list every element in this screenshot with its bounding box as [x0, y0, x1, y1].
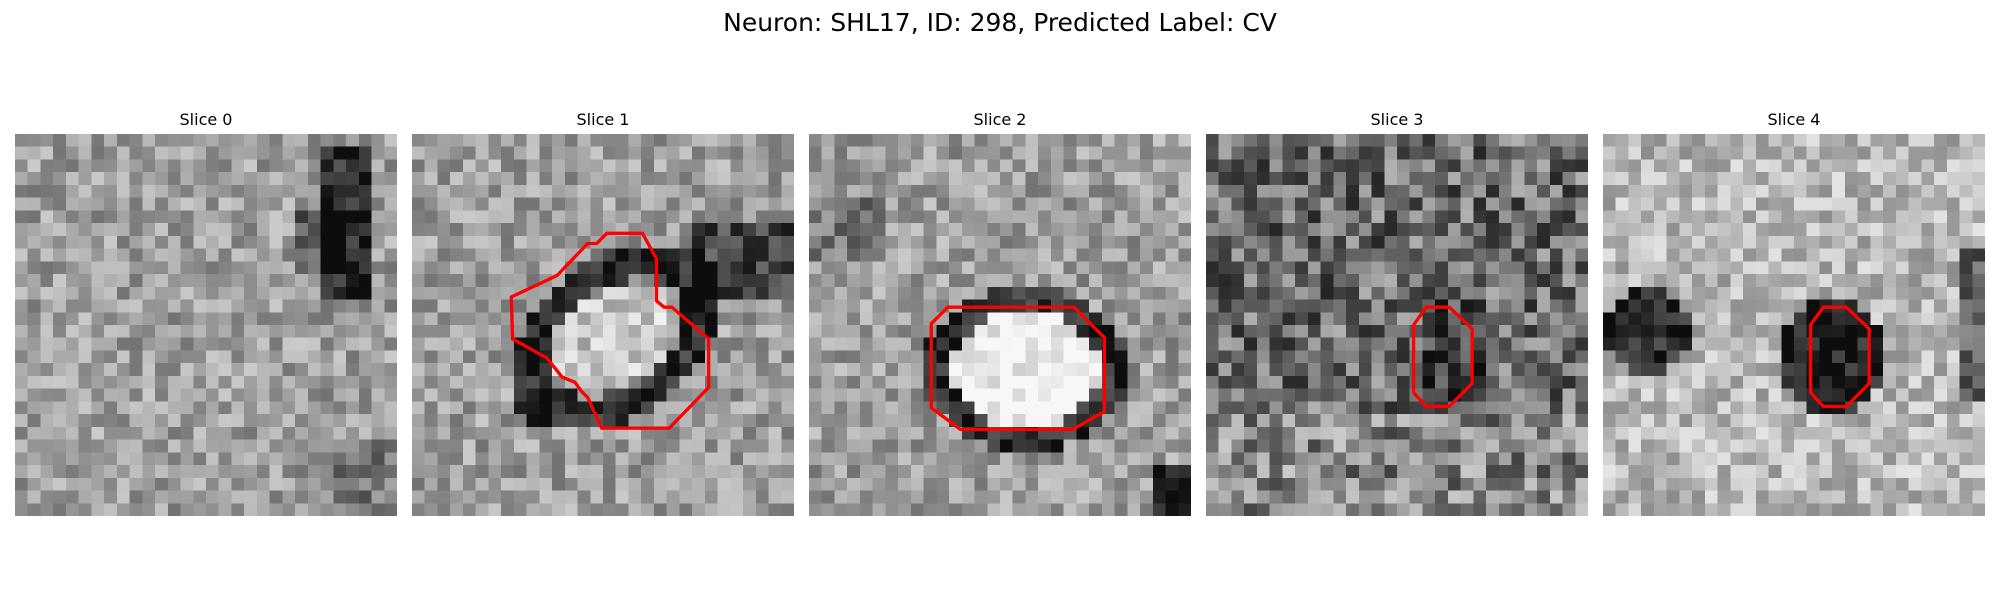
figure-title: Neuron: SHL17, ID: 298, Predicted Label:…	[723, 8, 1277, 37]
slice-panel-4: Slice 4	[1603, 110, 1985, 516]
slice-image-2	[809, 134, 1191, 516]
slice-title-0: Slice 0	[179, 110, 233, 129]
slice-panel-2: Slice 2	[809, 110, 1191, 516]
slice-title-4: Slice 4	[1767, 110, 1821, 129]
pixel-grid	[1603, 134, 1985, 516]
slice-title-2: Slice 2	[973, 110, 1027, 129]
slice-image-1	[412, 134, 794, 516]
pixel-grid	[15, 134, 397, 516]
roi-contour-4	[1808, 305, 1871, 409]
pixel-grid	[412, 134, 794, 516]
slice-image-0	[15, 134, 397, 516]
slice-title-3: Slice 3	[1370, 110, 1424, 129]
roi-contour-1	[509, 231, 711, 430]
roi-contour-2	[929, 305, 1107, 432]
roi-contour-3	[1411, 305, 1474, 409]
slice-title-1: Slice 1	[576, 110, 630, 129]
slice-image-3	[1206, 134, 1588, 516]
pixel-grid	[809, 134, 1191, 516]
slice-image-4	[1603, 134, 1985, 516]
pixel-grid	[1206, 134, 1588, 516]
slice-panel-1: Slice 1	[412, 110, 794, 516]
slice-panel-0: Slice 0	[15, 110, 397, 516]
slice-panel-3: Slice 3	[1206, 110, 1588, 516]
